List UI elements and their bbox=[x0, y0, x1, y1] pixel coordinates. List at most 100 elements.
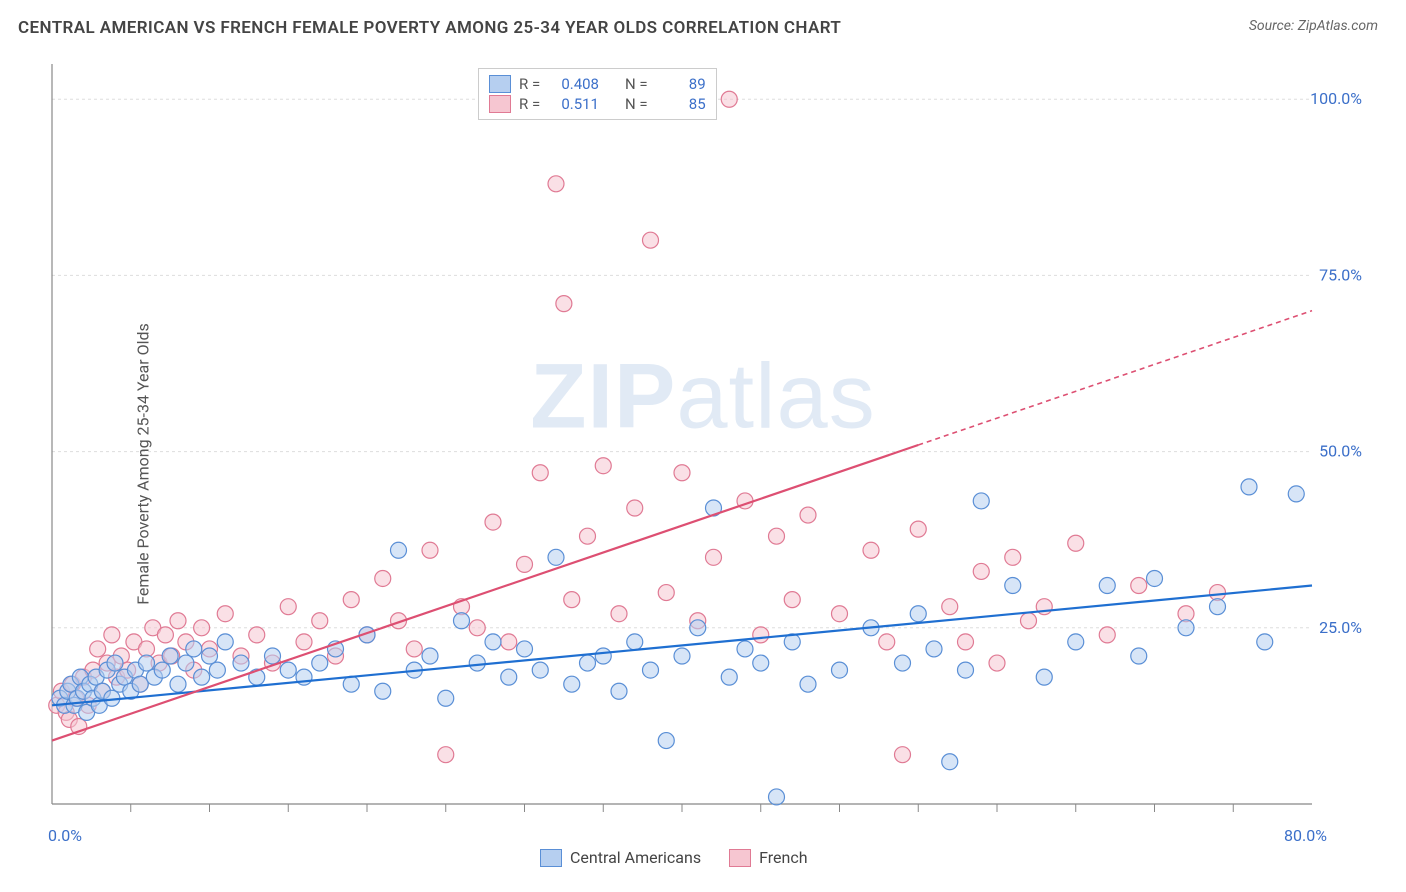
data-point bbox=[104, 627, 120, 643]
data-point bbox=[706, 549, 722, 565]
series-legend: Central Americans French bbox=[540, 848, 808, 867]
data-point bbox=[1288, 486, 1304, 502]
data-point bbox=[556, 296, 572, 312]
r-label: R = bbox=[519, 75, 541, 93]
data-point bbox=[375, 570, 391, 586]
data-point bbox=[312, 655, 328, 671]
data-point bbox=[658, 733, 674, 749]
data-point bbox=[690, 620, 706, 636]
data-point bbox=[800, 507, 816, 523]
chart-area: Female Poverty Among 25-34 Year Olds ZIP… bbox=[0, 44, 1406, 884]
data-point bbox=[532, 662, 548, 678]
data-point bbox=[1099, 578, 1115, 594]
data-point bbox=[942, 754, 958, 770]
data-point bbox=[989, 655, 1005, 671]
data-point bbox=[627, 634, 643, 650]
data-point bbox=[157, 627, 173, 643]
data-point bbox=[753, 655, 769, 671]
data-point bbox=[1241, 479, 1257, 495]
data-point bbox=[107, 655, 123, 671]
data-point bbox=[469, 655, 485, 671]
data-point bbox=[769, 528, 785, 544]
data-point bbox=[422, 648, 438, 664]
y-axis-label: Female Poverty Among 25-34 Year Olds bbox=[133, 323, 152, 605]
data-point bbox=[800, 676, 816, 692]
data-point bbox=[958, 634, 974, 650]
data-point bbox=[265, 648, 281, 664]
data-point bbox=[485, 514, 501, 530]
data-point bbox=[1099, 627, 1115, 643]
source-prefix: Source: bbox=[1249, 18, 1298, 34]
data-point bbox=[595, 648, 611, 664]
data-point bbox=[910, 606, 926, 622]
data-point bbox=[753, 627, 769, 643]
data-point bbox=[721, 91, 737, 107]
data-point bbox=[1131, 578, 1147, 594]
data-point bbox=[501, 669, 517, 685]
data-point bbox=[1178, 620, 1194, 636]
data-point bbox=[170, 613, 186, 629]
data-point bbox=[1257, 634, 1273, 650]
data-point bbox=[548, 176, 564, 192]
data-point bbox=[391, 542, 407, 558]
data-point bbox=[1036, 669, 1052, 685]
data-point bbox=[296, 634, 312, 650]
data-point bbox=[973, 493, 989, 509]
x-axis-max-label: 80.0% bbox=[1284, 826, 1327, 845]
data-point bbox=[406, 641, 422, 657]
data-point bbox=[139, 655, 155, 671]
data-point bbox=[202, 648, 218, 664]
data-point bbox=[194, 669, 210, 685]
data-point bbox=[548, 549, 564, 565]
data-point bbox=[1021, 613, 1037, 629]
source-link[interactable]: ZipAtlas.com bbox=[1298, 18, 1378, 34]
data-point bbox=[580, 528, 596, 544]
data-point bbox=[532, 465, 548, 481]
y-tick-label: 75.0% bbox=[1319, 265, 1362, 284]
stats-row: R = 0.408 N = 89 bbox=[489, 75, 706, 93]
data-point bbox=[564, 676, 580, 692]
data-point bbox=[343, 676, 359, 692]
data-point bbox=[973, 563, 989, 579]
series-swatch bbox=[489, 95, 511, 113]
data-point bbox=[1147, 570, 1163, 586]
trend-line-extrapolated bbox=[918, 311, 1312, 445]
data-point bbox=[643, 232, 659, 248]
data-point bbox=[832, 606, 848, 622]
y-tick-label: 25.0% bbox=[1319, 618, 1362, 637]
data-point bbox=[611, 606, 627, 622]
data-point bbox=[517, 641, 533, 657]
data-point bbox=[958, 662, 974, 678]
data-point bbox=[280, 662, 296, 678]
data-point bbox=[501, 634, 517, 650]
data-point bbox=[454, 613, 470, 629]
data-point bbox=[343, 592, 359, 608]
data-point bbox=[485, 634, 501, 650]
r-value: 0.408 bbox=[549, 75, 599, 93]
n-label: N = bbox=[625, 75, 648, 93]
data-point bbox=[627, 500, 643, 516]
legend-label: French bbox=[759, 848, 807, 867]
chart-title: CENTRAL AMERICAN VS FRENCH FEMALE POVERT… bbox=[18, 18, 841, 38]
data-point bbox=[90, 641, 106, 657]
data-point bbox=[942, 599, 958, 615]
data-point bbox=[312, 613, 328, 629]
data-point bbox=[422, 542, 438, 558]
data-point bbox=[674, 465, 690, 481]
data-point bbox=[1068, 535, 1084, 551]
data-point bbox=[1210, 599, 1226, 615]
data-point bbox=[674, 648, 690, 664]
y-tick-label: 100.0% bbox=[1310, 89, 1362, 108]
data-point bbox=[162, 648, 178, 664]
data-point bbox=[132, 676, 148, 692]
trend-line bbox=[52, 586, 1312, 706]
data-point bbox=[186, 641, 202, 657]
data-point bbox=[1005, 549, 1021, 565]
data-point bbox=[209, 662, 225, 678]
data-point bbox=[1005, 578, 1021, 594]
series-swatch bbox=[489, 75, 511, 93]
data-point bbox=[217, 634, 233, 650]
data-point bbox=[879, 634, 895, 650]
scatter-plot: 25.0%50.0%75.0%100.0% bbox=[0, 44, 1402, 844]
data-point bbox=[832, 662, 848, 678]
